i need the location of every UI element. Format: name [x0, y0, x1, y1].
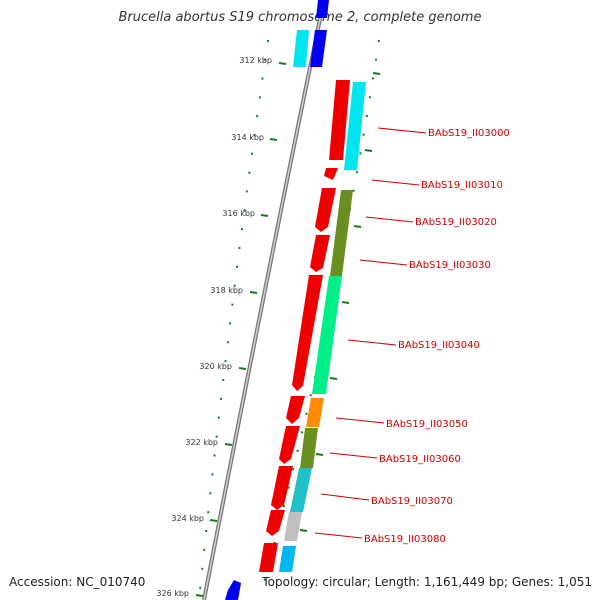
label-leader-lines — [314, 127, 427, 539]
olive-block — [330, 190, 353, 276]
olive-block — [300, 428, 318, 468]
gene-label: BAbS19_II03080 — [364, 534, 446, 545]
tick-label: 314 kbp — [231, 133, 264, 142]
gene-labels: BAbS19_II03000 BAbS19_II03010 BAbS19_II0… — [364, 128, 510, 545]
kbp-tick-labels: 312 kbp 314 kbp 316 kbp 318 kbp 320 kbp … — [156, 56, 272, 598]
gene-feature — [286, 396, 305, 424]
tick-label: 312 kbp — [239, 56, 272, 65]
gene-label: BAbS19_II03030 — [409, 260, 491, 271]
inner-guide-dots — [199, 39, 269, 591]
bottom-blue-arrow — [225, 580, 241, 600]
gene-label: BAbS19_II03060 — [379, 454, 461, 465]
gene-feature — [279, 426, 300, 464]
map-title: Brucella abortus S19 chromosome 2, compl… — [118, 10, 482, 25]
accession-label: Accession: NC_010740 — [9, 575, 146, 589]
top-cyan-block — [293, 30, 309, 67]
teal-block — [290, 468, 312, 512]
genome-summary-label: Topology: circular; Length: 1,161,449 bp… — [262, 575, 592, 589]
spring-green-block — [312, 276, 342, 394]
gene-label: BAbS19_II03050 — [386, 419, 468, 430]
tick-label: 324 kbp — [171, 514, 204, 523]
outer-tick-marks — [299, 72, 381, 532]
gene-label: BAbS19_II03020 — [415, 217, 497, 228]
top-blue-block — [310, 30, 327, 67]
gene-feature — [271, 466, 293, 510]
forward-genes — [259, 80, 350, 572]
gene-label: BAbS19_II03040 — [398, 340, 480, 351]
inner-tick-marks — [195, 62, 287, 597]
gene-label: BAbS19_II03010 — [421, 180, 503, 191]
tick-label: 326 kbp — [156, 589, 189, 598]
feature-blocks — [225, 0, 366, 600]
gene-feature — [310, 235, 330, 272]
tick-label: 318 kbp — [210, 286, 243, 295]
gene-feature — [324, 168, 338, 180]
gene-feature — [266, 510, 285, 536]
tick-label: 316 kbp — [222, 209, 255, 218]
gene-feature — [315, 188, 336, 232]
top-blue-tail — [316, 0, 329, 18]
gene-feature — [292, 275, 323, 391]
cyan-block — [344, 82, 366, 170]
orange-block — [306, 398, 324, 427]
tick-label: 322 kbp — [185, 438, 218, 447]
grey-block — [284, 512, 302, 541]
sky-block — [279, 546, 296, 572]
tick-label: 320 kbp — [199, 362, 232, 371]
gene-feature — [329, 80, 350, 160]
gene-label: BAbS19_II03070 — [371, 496, 453, 507]
gene-feature — [259, 543, 278, 572]
gene-label: BAbS19_II03000 — [428, 128, 510, 139]
